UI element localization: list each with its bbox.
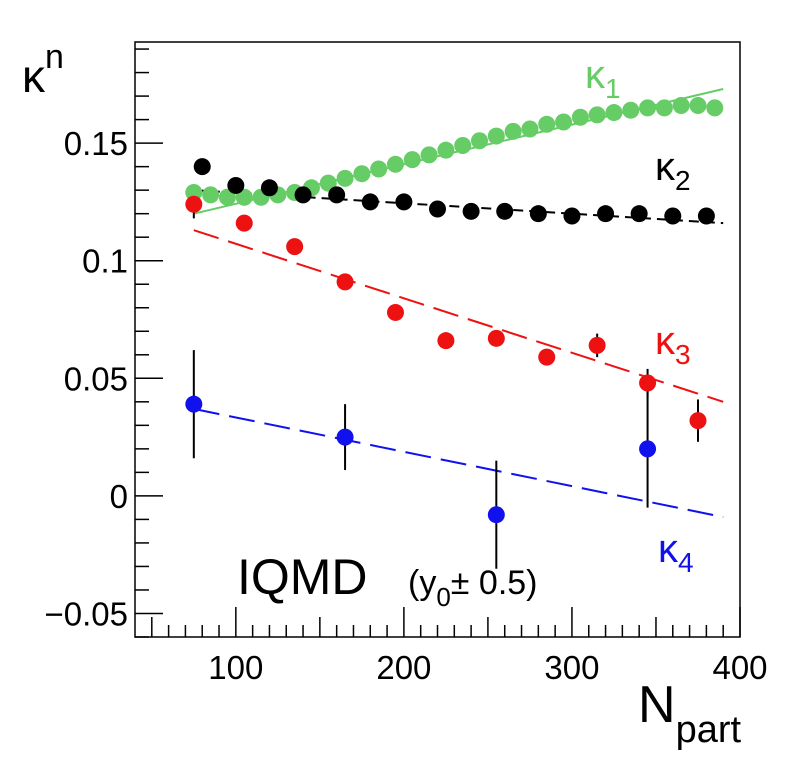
data-point-κ3 — [286, 238, 304, 256]
x-tick-label: 100 — [208, 649, 263, 686]
y-tick-label: −0.05 — [45, 595, 129, 632]
data-point-κ2 — [328, 186, 346, 204]
data-point-κ1 — [639, 99, 657, 117]
data-point-κ2 — [630, 205, 648, 223]
data-point-κ1 — [420, 146, 438, 164]
x-axis-label: Npart — [638, 676, 741, 751]
data-point-κ2 — [529, 205, 547, 223]
data-point-κ3 — [689, 412, 707, 430]
data-point-κ1 — [655, 99, 673, 117]
data-point-κ1 — [185, 184, 203, 202]
x-tick-label: 200 — [376, 649, 431, 686]
data-point-κ2 — [597, 205, 615, 223]
data-point-κ1 — [370, 160, 388, 178]
data-point-κ4 — [487, 506, 505, 524]
data-point-κ3 — [538, 348, 556, 366]
y-axis-label: κn — [22, 38, 64, 102]
y-tick-label: 0.1 — [82, 243, 128, 280]
data-point-κ1 — [588, 106, 606, 124]
data-point-κ2 — [563, 207, 581, 225]
data-point-κ2 — [227, 176, 245, 194]
y-tick-label: 0.15 — [64, 125, 128, 162]
data-point-κ1 — [336, 169, 354, 187]
data-point-κ4 — [336, 428, 354, 446]
data-point-κ2 — [260, 179, 278, 197]
data-point-κ1 — [689, 96, 707, 114]
data-point-κ4 — [639, 440, 657, 458]
data-point-κ1 — [504, 122, 522, 140]
data-point-κ1 — [437, 141, 455, 159]
data-point-κ1 — [538, 115, 556, 133]
data-point-κ4 — [185, 395, 203, 413]
data-point-κ2 — [664, 207, 682, 225]
data-point-κ1 — [353, 165, 371, 183]
data-point-κ1 — [521, 120, 539, 138]
axis-ticks — [135, 48, 741, 638]
data-point-κ3 — [639, 374, 657, 392]
data-point-κ2 — [697, 207, 715, 225]
annotation-rapidity: (y0± 0.5) — [408, 564, 538, 612]
y-tick-label: 0 — [110, 478, 128, 515]
data-point-κ1 — [235, 188, 253, 206]
data-point-κ1 — [471, 132, 489, 150]
data-point-κ3 — [185, 195, 203, 213]
fit-line-κ3 — [193, 229, 724, 403]
data-point-κ2 — [395, 193, 413, 211]
data-point-κ1 — [706, 99, 724, 117]
data-points — [185, 96, 724, 524]
annotation-model: IQMD — [237, 549, 368, 605]
data-point-κ1 — [218, 188, 236, 206]
data-point-κ1 — [202, 186, 220, 204]
data-point-κ1 — [487, 127, 505, 145]
data-point-κ3 — [487, 329, 505, 347]
data-point-κ3 — [588, 336, 606, 354]
data-point-κ2 — [361, 193, 379, 211]
series-label-kappa1: κ1 — [585, 53, 621, 104]
data-point-κ1 — [386, 155, 404, 173]
x-tick-label: 300 — [544, 649, 599, 686]
data-point-κ1 — [622, 101, 640, 119]
series-label-kappa2: κ2 — [655, 145, 691, 196]
data-point-κ1 — [605, 104, 623, 122]
data-point-κ3 — [437, 332, 455, 350]
data-point-κ1 — [319, 174, 337, 192]
data-point-κ2 — [429, 200, 446, 218]
data-point-κ1 — [403, 151, 421, 169]
x-tick-label: 400 — [712, 649, 767, 686]
data-point-κ2 — [462, 202, 480, 220]
data-point-κ3 — [235, 214, 253, 232]
data-point-κ2 — [496, 202, 514, 220]
axis-tick-labels: 100 200 300 400 −0.05 0 0.05 0.1 0.15 — [45, 125, 768, 686]
data-point-κ3 — [336, 273, 354, 291]
data-point-κ3 — [386, 303, 404, 321]
series-label-kappa4: κ4 — [658, 527, 694, 578]
data-point-κ1 — [571, 108, 589, 126]
data-point-κ1 — [454, 136, 472, 154]
series-label-kappa3: κ3 — [655, 319, 691, 370]
fit-line-κ4 — [193, 407, 724, 519]
error-bars — [192, 190, 699, 569]
data-point-κ1 — [555, 113, 573, 131]
data-point-κ2 — [294, 186, 312, 204]
data-point-κ1 — [672, 96, 690, 114]
y-tick-label: 0.05 — [64, 360, 128, 397]
data-point-κ2 — [193, 158, 211, 176]
